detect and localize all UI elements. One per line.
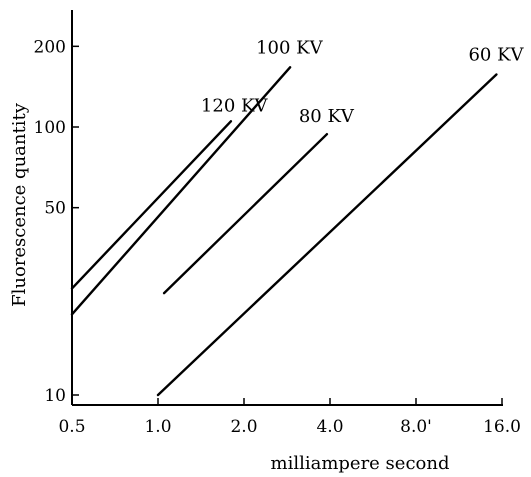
y-tick-label: 200 — [34, 37, 66, 57]
x-ticks: 0.5 1.0 2.0 4.0 8.0' 16.0 — [58, 398, 521, 437]
series-line — [70, 120, 233, 290]
x-tick-label: 4.0 — [316, 417, 343, 437]
series-label: 100 KV — [256, 37, 324, 58]
series-label: 120 KV — [201, 95, 269, 116]
series-label: 80 KV — [299, 106, 355, 127]
plot-area: 10 50 100 200 0.5 1.0 2.0 4.0 8.0' 16.0 120 KV 10… — [34, 10, 525, 437]
series-lines: 120 KV 100 KV 80 KV 60 KV — [70, 37, 525, 397]
series-line — [70, 66, 292, 316]
series-line — [162, 132, 329, 295]
series-line — [156, 73, 498, 397]
x-tick-label: 1.0 — [144, 417, 171, 437]
x-tick-label: 16.0 — [483, 417, 521, 437]
x-tick-label: 0.5 — [58, 417, 85, 437]
y-ticks: 10 50 100 200 — [34, 37, 79, 406]
x-axis-label: milliampere second — [271, 453, 450, 474]
y-tick-label: 10 — [44, 386, 66, 406]
y-tick-label: 100 — [34, 118, 66, 138]
x-tick-label: 2.0 — [230, 417, 257, 437]
series-label: 60 KV — [468, 44, 524, 65]
x-tick-label: 8.0' — [400, 417, 432, 437]
y-tick-label: 50 — [44, 199, 66, 219]
y-axis-label: Fluorescence quantity — [9, 102, 30, 307]
